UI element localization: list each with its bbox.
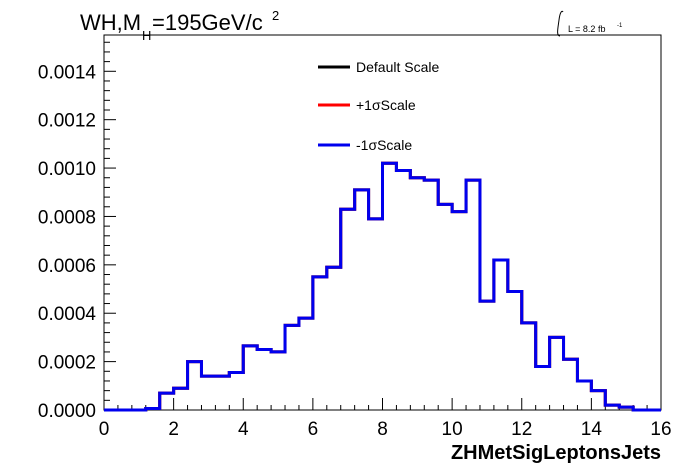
x-tick-label: 4 xyxy=(238,419,249,440)
x-tick-label: 8 xyxy=(377,419,388,440)
x-tick-label: 10 xyxy=(442,419,463,440)
y-tick-label: 0.0008 xyxy=(38,207,96,228)
plot-frame xyxy=(103,34,662,411)
x-axis-label: ZHMetSigLeptonsJets xyxy=(451,442,661,464)
x-tick-label: 14 xyxy=(581,419,603,440)
chart-title-rest: =195GeV/c xyxy=(152,10,263,35)
x-tick-label: 2 xyxy=(168,419,179,440)
y-tick-label: 0.0012 xyxy=(38,111,96,132)
y-tick-label: 0.0000 xyxy=(38,401,96,422)
x-tick-label: 0 xyxy=(99,419,110,440)
series-line-2 xyxy=(104,161,661,412)
legend: Default Scale +1σScale -1σScale xyxy=(318,59,439,153)
chart-title-superscript: 2 xyxy=(272,8,279,23)
integral-icon xyxy=(557,10,564,37)
legend-label-0: Default Scale xyxy=(356,59,439,75)
legend-label-2: -1σScale xyxy=(356,137,412,153)
x-axis: 0 2 4 6 8 10 12 14 16 xyxy=(99,398,672,440)
y-axis: 0.0000 0.0002 0.0004 0.0006 0.0008 0.0010 0.00… xyxy=(38,41,116,422)
legend-label-1: +1σScale xyxy=(356,97,416,113)
y-tick-label: 0.0004 xyxy=(38,304,97,325)
y-tick-label: 0.0002 xyxy=(38,353,96,374)
y-tick-label: 0.0010 xyxy=(38,159,96,180)
lumi-superscript: -1 xyxy=(617,23,623,29)
x-tick-label: 6 xyxy=(308,419,319,440)
y-tick-label: 0.0014 xyxy=(38,62,97,83)
x-tick-label: 12 xyxy=(511,419,532,440)
series-layer xyxy=(104,161,661,412)
chart-title-main: WH,M xyxy=(80,10,141,35)
x-tick-label: 16 xyxy=(650,419,671,440)
y-tick-label: 0.0006 xyxy=(38,256,96,277)
lumi-label: L = 8.2 fb xyxy=(568,24,605,34)
